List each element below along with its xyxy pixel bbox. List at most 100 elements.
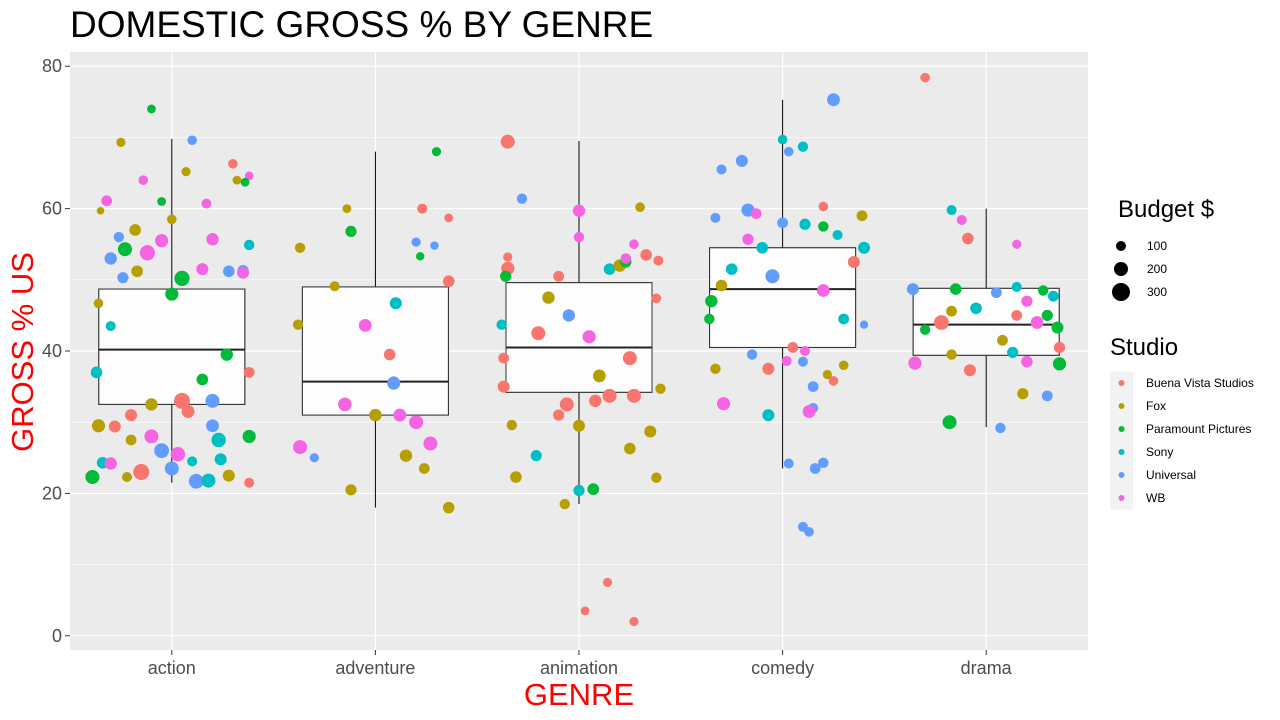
data-point	[116, 137, 126, 148]
data-point	[804, 527, 814, 537]
data-point	[640, 249, 652, 261]
legend-key	[1118, 472, 1125, 478]
data-point	[423, 436, 438, 451]
data-point	[242, 429, 256, 444]
data-point	[559, 397, 574, 412]
x-tick-label: comedy	[751, 658, 814, 678]
box-overlay-comedy	[709, 247, 857, 348]
data-point	[592, 369, 606, 383]
data-point	[292, 319, 304, 330]
data-point	[205, 393, 220, 408]
data-point	[133, 464, 150, 481]
box-overlay-action	[98, 288, 246, 405]
data-point	[704, 313, 715, 325]
data-point	[117, 242, 132, 257]
data-point	[715, 279, 728, 292]
data-point	[762, 409, 775, 422]
data-point	[444, 213, 454, 223]
data-point	[496, 319, 507, 330]
data-point	[838, 313, 850, 325]
data-point	[602, 577, 613, 587]
data-point	[369, 408, 382, 422]
data-point	[990, 287, 1002, 299]
data-point	[573, 484, 585, 497]
size-label: 300	[1147, 285, 1167, 299]
data-point	[165, 287, 179, 301]
data-point	[553, 409, 565, 421]
data-point	[85, 470, 100, 485]
data-point	[1030, 316, 1044, 329]
data-point	[104, 252, 117, 265]
data-point	[196, 373, 209, 386]
studio-legend-title: Studio	[1110, 334, 1178, 361]
budget-legend: Budget $ 100 200 300	[1112, 196, 1214, 301]
data-point	[206, 419, 219, 433]
data-point	[1021, 355, 1033, 368]
data-point	[345, 225, 357, 237]
data-point	[572, 204, 586, 217]
data-point	[818, 457, 829, 468]
size-key	[1112, 283, 1130, 301]
data-point	[91, 419, 106, 433]
data-point	[1052, 357, 1067, 371]
data-point	[602, 388, 617, 403]
data-point	[530, 450, 542, 462]
data-point	[1038, 285, 1049, 296]
data-point	[220, 348, 233, 361]
point-layer	[85, 72, 1067, 627]
data-point	[716, 164, 727, 175]
data-point	[174, 270, 190, 286]
data-point	[144, 429, 159, 444]
data-point	[963, 364, 976, 377]
data-point	[113, 231, 125, 243]
data-point	[962, 232, 974, 245]
data-point	[228, 158, 238, 169]
data-point	[181, 405, 195, 418]
data-point	[997, 334, 1008, 346]
data-point	[573, 419, 585, 432]
data-point	[624, 442, 636, 455]
data-point	[858, 241, 871, 254]
data-point	[497, 380, 510, 393]
data-point	[838, 360, 849, 371]
data-point	[129, 224, 141, 236]
data-point	[822, 369, 832, 380]
data-point	[816, 284, 830, 297]
data-point	[122, 472, 133, 483]
data-point	[243, 366, 255, 378]
data-point	[580, 606, 590, 616]
data-point	[651, 472, 662, 483]
data-point	[847, 256, 860, 269]
data-point	[1021, 295, 1033, 307]
data-point	[797, 141, 809, 152]
data-point	[1017, 388, 1029, 400]
data-point	[655, 383, 666, 394]
data-point	[138, 175, 149, 185]
data-point	[154, 443, 170, 459]
data-point	[573, 231, 585, 243]
data-point	[309, 453, 319, 463]
data-point	[620, 253, 632, 264]
data-point	[946, 305, 957, 317]
box-overlay-adventure	[301, 286, 449, 416]
data-point	[105, 321, 116, 332]
data-point	[240, 177, 250, 187]
data-point	[187, 135, 197, 146]
data-point	[970, 302, 982, 315]
data-point	[742, 233, 754, 245]
data-point	[802, 405, 816, 418]
y-axis: 0 20 40 60 80	[42, 56, 70, 646]
data-point	[949, 283, 962, 295]
data-point	[294, 242, 306, 253]
data-point	[223, 265, 235, 278]
data-point	[946, 349, 957, 360]
data-point	[399, 449, 413, 462]
data-point	[131, 265, 143, 278]
data-point	[1041, 309, 1053, 322]
data-point	[777, 134, 788, 145]
data-point	[173, 392, 190, 409]
data-point	[418, 463, 430, 474]
data-point	[411, 237, 421, 247]
data-point	[629, 616, 639, 627]
data-point	[188, 473, 204, 489]
